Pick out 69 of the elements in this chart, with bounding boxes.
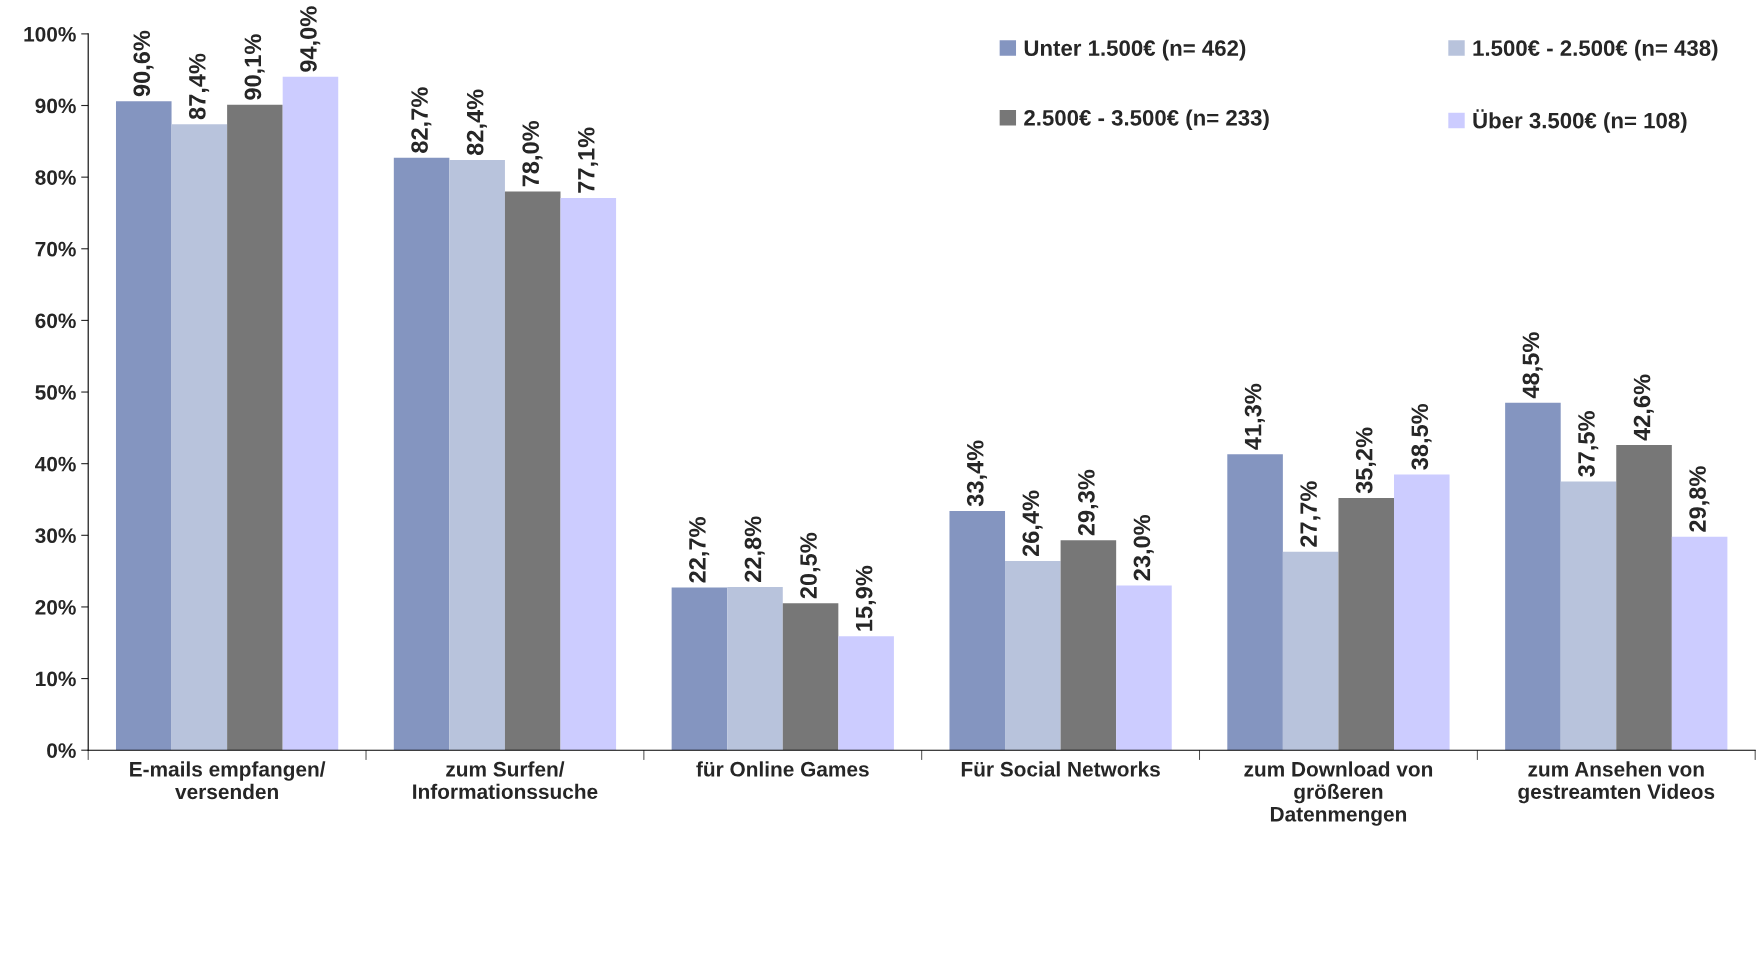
bar bbox=[727, 586, 783, 751]
y-tick-label: 80% bbox=[35, 170, 76, 185]
bar bbox=[1282, 551, 1339, 751]
bar bbox=[1616, 445, 1672, 751]
y-tick-label: 30% bbox=[35, 528, 76, 544]
data-label: 26,4% bbox=[1022, 490, 1043, 557]
data-label: 42,6% bbox=[1633, 374, 1654, 441]
bar bbox=[1005, 561, 1061, 751]
y-tick-label: 10% bbox=[36, 671, 76, 687]
legend-label: Unter 1.500€ (n= 462) bbox=[1024, 39, 1246, 61]
x-tick-label: E-mails empfangen/ versenden bbox=[130, 761, 326, 800]
legend-label: Über 3.500€ (n= 108) bbox=[1473, 109, 1687, 133]
data-label: 41,3% bbox=[1244, 383, 1265, 450]
legend-label: 2.500€ - 3.500€ (n= 233) bbox=[1024, 109, 1269, 131]
bar bbox=[949, 510, 1006, 751]
x-tick-label: zum Surfen/ Informationssuche bbox=[413, 761, 598, 800]
y-tick-label: 0% bbox=[47, 743, 76, 758]
data-label: 77,1% bbox=[577, 127, 599, 193]
bar bbox=[560, 197, 617, 751]
bar bbox=[171, 124, 228, 751]
bar bbox=[449, 159, 505, 751]
bar bbox=[504, 191, 561, 751]
bar bbox=[782, 603, 839, 751]
y-tick-label: 50% bbox=[35, 385, 76, 400]
data-label: 29,8% bbox=[1689, 466, 1710, 532]
bar bbox=[1116, 585, 1172, 751]
x-tick-label: zum Download von größeren Datenmengen bbox=[1244, 761, 1433, 826]
data-label: 15,9% bbox=[855, 565, 876, 631]
bar bbox=[227, 104, 283, 751]
bar bbox=[1394, 474, 1450, 751]
data-label: 48,5% bbox=[1522, 332, 1543, 399]
bar bbox=[393, 157, 450, 751]
bar bbox=[671, 587, 728, 751]
y-tick-label: 20% bbox=[35, 599, 76, 615]
y-tick-label: 70% bbox=[35, 241, 76, 257]
bar bbox=[1338, 498, 1394, 751]
data-label: 90,6% bbox=[133, 30, 154, 97]
data-label: 20,5% bbox=[800, 532, 821, 599]
data-label: 33,4% bbox=[966, 440, 988, 507]
bar bbox=[1560, 481, 1617, 751]
bar bbox=[1060, 540, 1117, 751]
data-label: 94,0% bbox=[300, 6, 321, 72]
data-label: 35,2% bbox=[1355, 427, 1376, 494]
data-label: 78,0% bbox=[522, 120, 543, 187]
data-label: 90,1% bbox=[244, 34, 265, 100]
y-tick-label: 100% bbox=[24, 26, 76, 42]
y-tick-label: 40% bbox=[35, 456, 76, 472]
data-label: 29,3% bbox=[1078, 469, 1099, 536]
bar bbox=[115, 101, 172, 751]
data-label: 27,7% bbox=[1300, 481, 1321, 547]
legend-label: 1.500€ - 2.500€ (n= 438) bbox=[1473, 39, 1718, 61]
data-label: 22,8% bbox=[744, 516, 765, 582]
data-label: 22,7% bbox=[689, 517, 710, 583]
bar bbox=[1505, 402, 1561, 751]
data-label: 82,4% bbox=[466, 89, 487, 156]
x-tick-label: für Online Games bbox=[696, 761, 869, 777]
bar bbox=[1671, 536, 1728, 751]
data-label: 23,0% bbox=[1133, 514, 1154, 581]
bar bbox=[1227, 454, 1283, 751]
y-tick-label: 60% bbox=[35, 313, 76, 329]
bar bbox=[838, 636, 894, 751]
data-label: 37,5% bbox=[1578, 411, 1599, 477]
data-label: 87,4% bbox=[188, 53, 210, 120]
data-label: 38,5% bbox=[1411, 403, 1432, 470]
x-tick-label: Für Social Networks bbox=[961, 761, 1160, 777]
y-tick-label: 90% bbox=[35, 98, 76, 114]
bar bbox=[282, 76, 339, 751]
x-tick-label: zum Ansehen von gestreamten Videos bbox=[1518, 761, 1715, 804]
data-label: 82,7% bbox=[411, 87, 432, 153]
